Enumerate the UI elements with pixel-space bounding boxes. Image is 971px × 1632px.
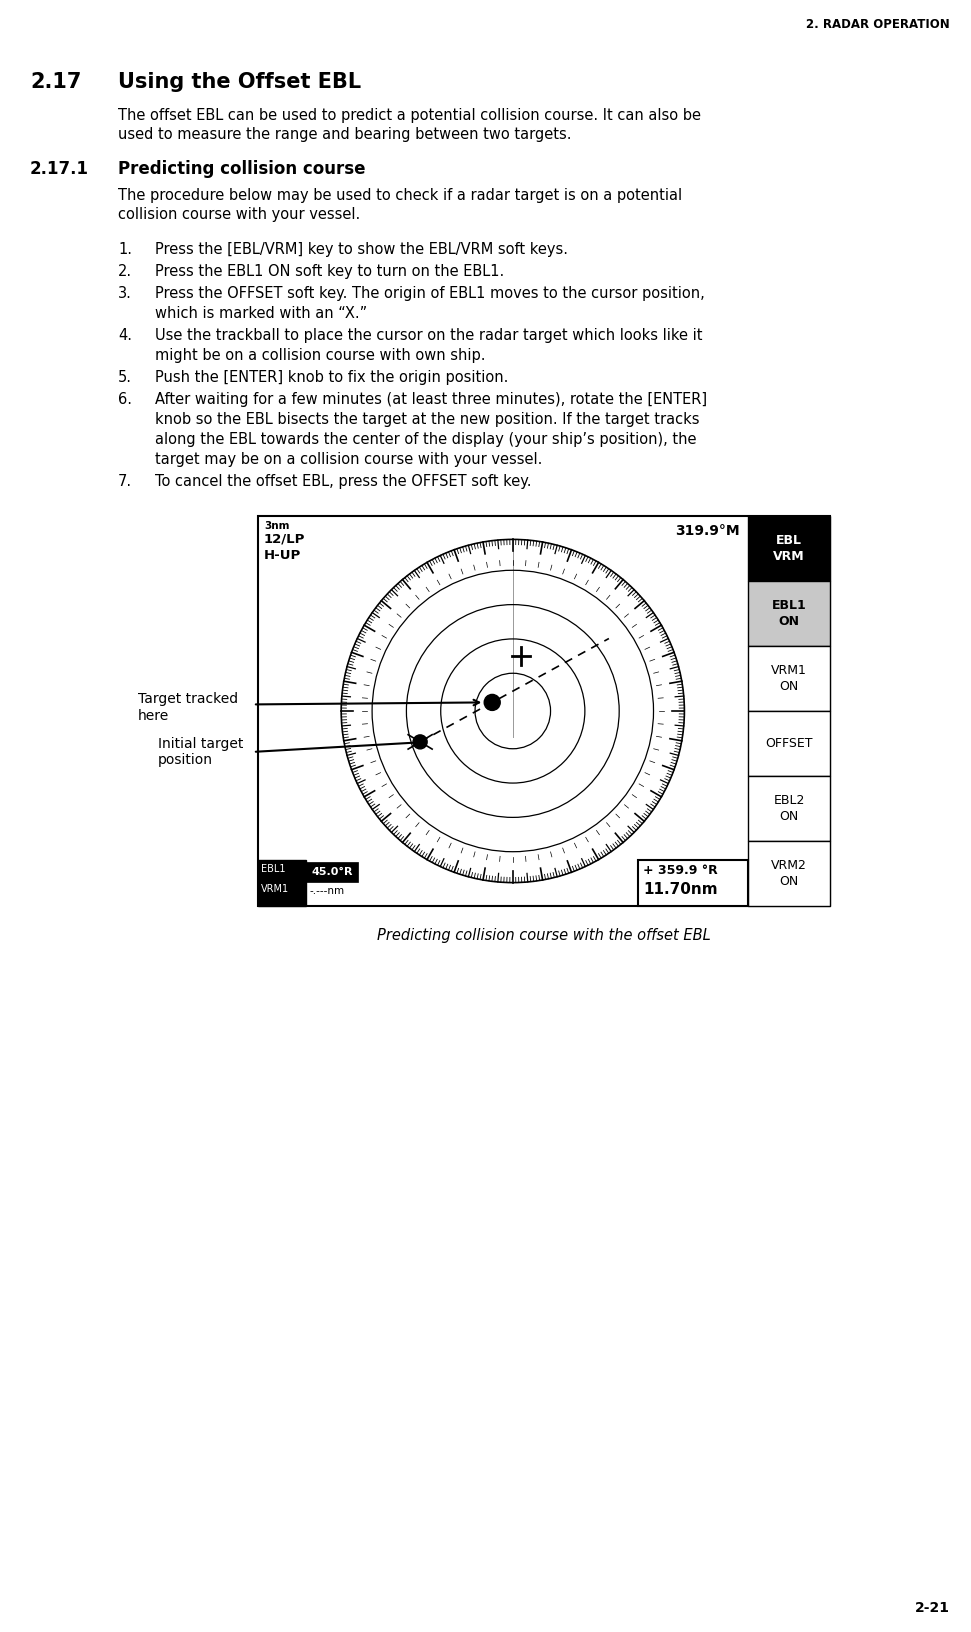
Bar: [748, 516, 830, 581]
Text: + 359.9 °R: + 359.9 °R: [643, 863, 718, 876]
Circle shape: [485, 695, 500, 710]
Bar: [748, 840, 830, 906]
Text: -.---nm: -.---nm: [309, 886, 344, 896]
Text: EBL1: EBL1: [261, 863, 285, 875]
Text: 5.: 5.: [118, 370, 132, 385]
Text: used to measure the range and bearing between two targets.: used to measure the range and bearing be…: [118, 127, 572, 142]
Text: Predicting collision course: Predicting collision course: [118, 160, 365, 178]
Text: VRM2
ON: VRM2 ON: [771, 858, 807, 888]
Text: Press the [EBL/VRM] key to show the EBL/VRM soft keys.: Press the [EBL/VRM] key to show the EBL/…: [155, 242, 568, 256]
Text: 2.17: 2.17: [30, 72, 82, 91]
Text: 6.: 6.: [118, 392, 132, 406]
Text: The offset EBL can be used to predict a potential collision course. It can also : The offset EBL can be used to predict a …: [118, 108, 701, 122]
Text: Predicting collision course with the offset EBL: Predicting collision course with the off…: [377, 929, 711, 943]
Text: Push the [ENTER] knob to fix the origin position.: Push the [ENTER] knob to fix the origin …: [155, 370, 509, 385]
Text: EBL
VRM: EBL VRM: [773, 534, 805, 563]
Text: knob so the EBL bisects the target at the new position. If the target tracks: knob so the EBL bisects the target at th…: [155, 411, 699, 428]
Bar: [258, 860, 306, 906]
Text: Press the OFFSET soft key. The origin of EBL1 moves to the cursor position,: Press the OFFSET soft key. The origin of…: [155, 286, 705, 300]
Text: 319.9°M: 319.9°M: [676, 524, 740, 539]
Text: To cancel the offset EBL, press the OFFSET soft key.: To cancel the offset EBL, press the OFFS…: [155, 473, 531, 490]
Text: which is marked with an “X.”: which is marked with an “X.”: [155, 307, 367, 322]
Text: 45.0°R: 45.0°R: [312, 867, 352, 876]
Text: might be on a collision course with own ship.: might be on a collision course with own …: [155, 348, 486, 362]
Bar: [748, 581, 830, 646]
Bar: [258, 516, 830, 906]
Text: Using the Offset EBL: Using the Offset EBL: [118, 72, 361, 91]
Text: Target tracked
here: Target tracked here: [138, 692, 238, 723]
Bar: [306, 862, 358, 881]
Text: H-UP: H-UP: [264, 548, 301, 561]
Text: 12/LP: 12/LP: [264, 534, 305, 547]
Text: target may be on a collision course with your vessel.: target may be on a collision course with…: [155, 452, 543, 467]
Bar: [748, 712, 830, 775]
Text: 11.70nm: 11.70nm: [643, 881, 718, 898]
Text: 2.: 2.: [118, 264, 132, 279]
Text: VRM1: VRM1: [261, 885, 289, 894]
Bar: [748, 646, 830, 712]
Bar: [748, 775, 830, 840]
Text: 2.17.1: 2.17.1: [30, 160, 89, 178]
Bar: [638, 860, 748, 906]
Text: Press the EBL1 ON soft key to turn on the EBL1.: Press the EBL1 ON soft key to turn on th…: [155, 264, 504, 279]
Text: 2. RADAR OPERATION: 2. RADAR OPERATION: [806, 18, 950, 31]
Text: 3.: 3.: [118, 286, 132, 300]
Text: collision course with your vessel.: collision course with your vessel.: [118, 207, 360, 222]
Text: EBL2
ON: EBL2 ON: [773, 795, 805, 823]
Text: along the EBL towards the center of the display (your ship’s position), the: along the EBL towards the center of the …: [155, 432, 696, 447]
Text: OFFSET: OFFSET: [765, 738, 813, 751]
Text: 7.: 7.: [118, 473, 132, 490]
Text: EBL1
ON: EBL1 ON: [772, 599, 806, 628]
Text: 1.: 1.: [118, 242, 132, 256]
Text: After waiting for a few minutes (at least three minutes), rotate the [ENTER]: After waiting for a few minutes (at leas…: [155, 392, 707, 406]
Text: 2-21: 2-21: [915, 1601, 950, 1616]
Circle shape: [413, 734, 427, 749]
Text: Initial target
position: Initial target position: [158, 738, 244, 767]
Text: Use the trackball to place the cursor on the radar target which looks like it: Use the trackball to place the cursor on…: [155, 328, 702, 343]
Text: 3nm: 3nm: [264, 521, 289, 530]
Text: The procedure below may be used to check if a radar target is on a potential: The procedure below may be used to check…: [118, 188, 682, 202]
Text: VRM1
ON: VRM1 ON: [771, 664, 807, 694]
Text: 4.: 4.: [118, 328, 132, 343]
